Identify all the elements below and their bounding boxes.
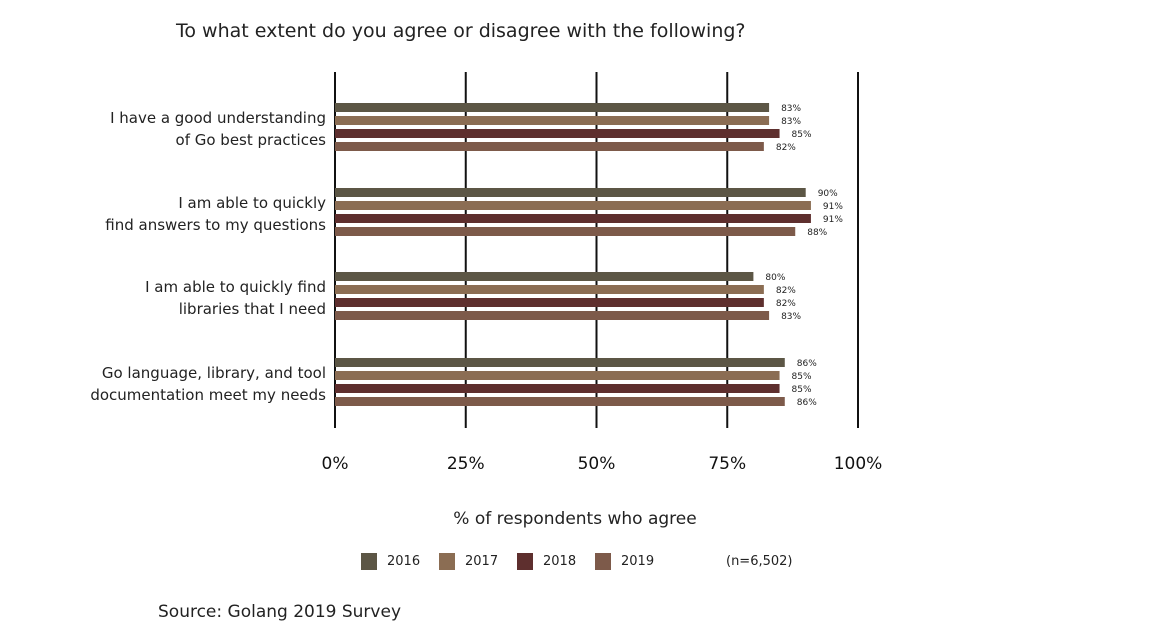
legend-swatch [595,553,611,570]
data-label: 83% [781,104,801,114]
category-label: I am able to quickly find [145,278,326,296]
source-note: Source: Golang 2019 Survey [158,602,402,622]
bar [335,142,764,151]
x-tick-label: 50% [578,454,616,474]
category-label: I am able to quickly [178,194,326,212]
bar [335,384,780,393]
data-label: 85% [792,372,812,382]
legend-label: 2018 [543,554,577,569]
x-axis-label: % of respondents who agree [453,509,697,529]
chart-title: To what extent do you agree or disagree … [176,20,746,42]
sample-size-note: (n=6,502) [726,554,793,569]
legend-label: 2016 [387,554,421,569]
data-label: 88% [807,228,827,238]
data-label: 82% [776,143,796,153]
bar [335,371,780,380]
data-label: 86% [797,398,817,408]
data-label: 82% [776,286,796,296]
category-label: I have a good understanding [110,109,326,127]
bar [335,311,770,320]
legend-swatch [439,553,455,570]
data-label: 83% [781,117,801,127]
data-label: 82% [776,299,796,309]
category-label: libraries that I need [179,300,326,318]
legend-label: 2019 [621,554,655,569]
data-label: 85% [792,385,812,395]
x-tick-label: 75% [708,454,746,474]
category-label: Go language, library, and tool [102,364,326,382]
bar [335,103,770,112]
data-label: 91% [823,215,843,225]
data-label: 80% [765,273,785,283]
bar [335,227,796,236]
bar [335,285,764,294]
legend-swatch [361,553,377,570]
data-label: 90% [818,189,838,199]
bar [335,397,785,406]
bar [335,298,764,307]
x-tick-label: 0% [322,454,349,474]
bar [335,188,806,197]
bar [335,214,811,223]
legend-label: 2017 [465,554,499,569]
data-label: 86% [797,359,817,369]
bar [335,272,754,281]
x-tick-label: 25% [447,454,485,474]
category-label: find answers to my questions [105,216,326,234]
data-label: 85% [792,130,812,140]
data-label: 83% [781,312,801,322]
bar [335,129,780,138]
category-label: of Go best practices [176,131,327,149]
bar [335,201,811,210]
x-tick-label: 100% [834,454,883,474]
data-label: 91% [823,202,843,212]
bar [335,358,785,367]
legend-swatch [517,553,533,570]
bar-chart: 0% 25% 50% 75% 100% I have a good understandi… [90,72,883,474]
bar [335,116,770,125]
category-label: documentation meet my needs [90,386,326,404]
